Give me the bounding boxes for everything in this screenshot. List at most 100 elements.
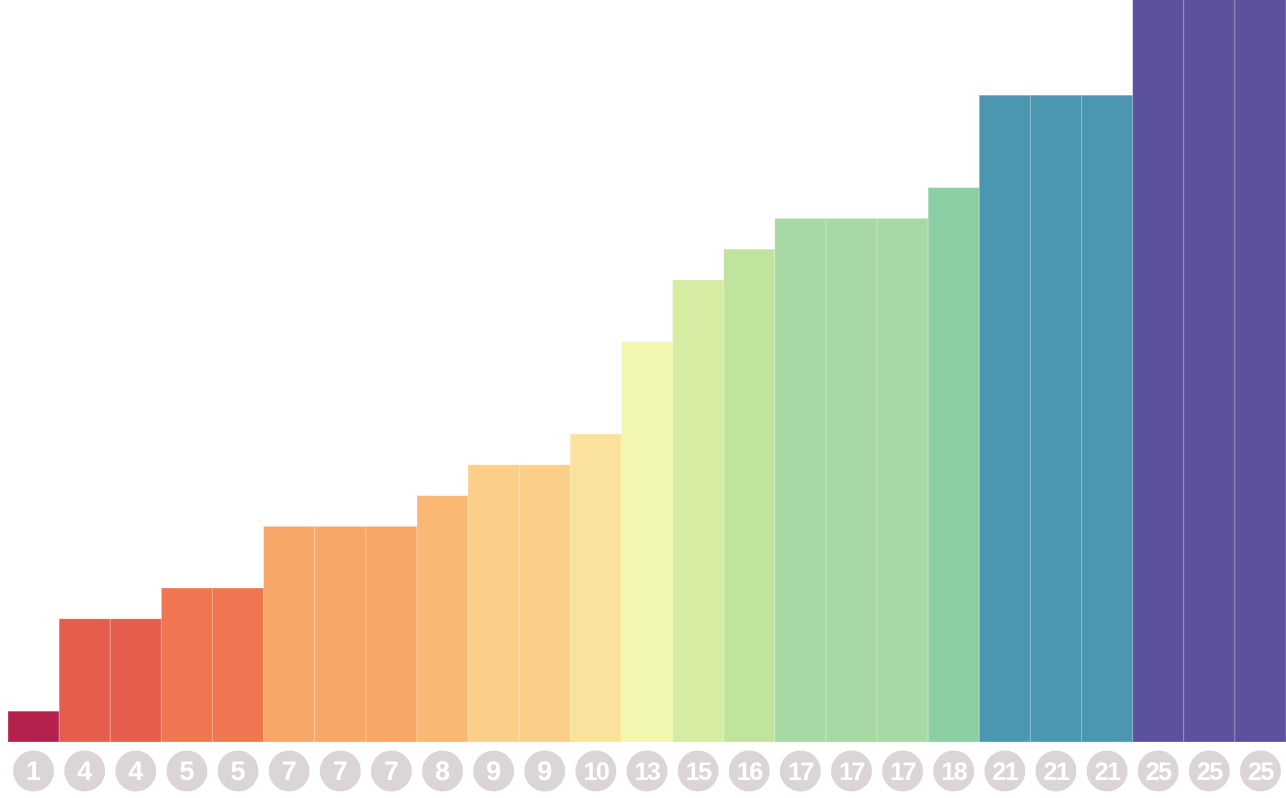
category-label-15: 16 [728,750,770,792]
label-text: 21 [1044,758,1070,786]
category-label-3: 4 [115,750,157,792]
bar-5 [211,587,265,743]
label-text: 4 [77,756,92,786]
label-badge [524,750,566,792]
label-badge [217,750,259,792]
label-text: 25 [1248,758,1274,786]
bar-17 [825,217,878,743]
label-text: 13 [635,758,660,786]
label-badge [984,750,1026,792]
label-text: 7 [384,756,399,786]
label-text: 5 [179,756,194,786]
label-text: 8 [435,756,450,786]
category-label-6: 7 [268,750,310,792]
label-text: 9 [486,756,501,786]
label-text: 17 [788,758,813,786]
bar-2 [58,618,111,743]
category-label-9: 8 [422,750,464,792]
label-badge [64,750,106,792]
label-badge [830,750,872,792]
bar-7 [314,525,367,743]
label-badge [1239,750,1281,792]
bar-9 [416,495,469,743]
label-badge [1137,750,1179,792]
category-label-18: 17 [882,750,924,792]
category-label-8: 7 [370,750,412,792]
label-badge [370,750,412,792]
category-label-19: 18 [933,750,975,792]
category-label-17: 17 [830,750,872,792]
label-badge [626,750,668,792]
category-label-25: 25 [1239,750,1281,792]
category-label-20: 21 [984,750,1026,792]
category-label-11: 9 [524,750,566,792]
label-text: 17 [890,758,915,786]
bar-10 [467,464,520,743]
label-text: 17 [839,758,864,786]
label-badge [13,750,55,792]
label-text: 9 [537,756,552,786]
label-badge [677,750,719,792]
label-badge [268,750,310,792]
bar-3 [109,618,162,743]
label-badge [882,750,924,792]
label-badge [779,750,821,792]
label-text: 15 [686,758,712,786]
label-text: 16 [737,758,762,786]
label-text: 7 [333,756,348,786]
label-badge [1188,750,1230,792]
bar-12 [569,433,622,743]
label-badge [319,750,361,792]
category-label-7: 7 [319,750,361,792]
label-text: 25 [1146,758,1172,786]
category-label-21: 21 [1035,750,1077,792]
bar-24 [1183,0,1236,743]
bar-14 [672,279,725,743]
category-label-13: 13 [626,750,668,792]
category-label-4: 5 [166,750,208,792]
bar-11 [518,464,571,743]
bar-22 [1081,94,1134,743]
label-badge [728,750,770,792]
category-label-12: 10 [575,750,617,792]
category-label-24: 25 [1188,750,1230,792]
label-text: 10 [583,758,608,786]
bar-13 [620,341,674,743]
label-text: 18 [941,758,967,786]
bar-20 [978,94,1031,743]
label-badge [422,750,464,792]
bar-1 [7,710,60,743]
label-badge [115,750,157,792]
bar-18 [876,217,929,743]
label-badge [1086,750,1128,792]
category-label-23: 25 [1137,750,1179,792]
bar-8 [365,525,418,743]
bar-4 [160,587,213,743]
bar-6 [263,525,316,743]
bar-25 [1234,0,1286,743]
category-label-22: 21 [1086,750,1128,792]
label-badge [473,750,515,792]
label-badge [1035,750,1077,792]
bar-23 [1132,0,1185,743]
category-label-14: 15 [677,750,719,792]
label-text: 1 [26,756,41,786]
label-badge [575,750,617,792]
label-badge [166,750,208,792]
bars-group [7,0,1286,743]
bar-15 [723,248,776,743]
category-labels-group: 1 4 4 5 5 7 7 7 8 9 9 10 13 15 16 17 17 17 18 21 21 21 25 25 25 [13,750,1281,792]
label-text: 25 [1197,758,1223,786]
label-text: 7 [282,756,297,786]
bar-16 [774,217,827,743]
label-text: 21 [992,758,1018,786]
label-text: 21 [1095,758,1121,786]
label-text: 5 [231,756,246,786]
bar-19 [927,187,980,743]
category-label-5: 5 [217,750,259,792]
label-badge [933,750,975,792]
category-label-10: 9 [473,750,515,792]
bar-21 [1029,94,1083,743]
